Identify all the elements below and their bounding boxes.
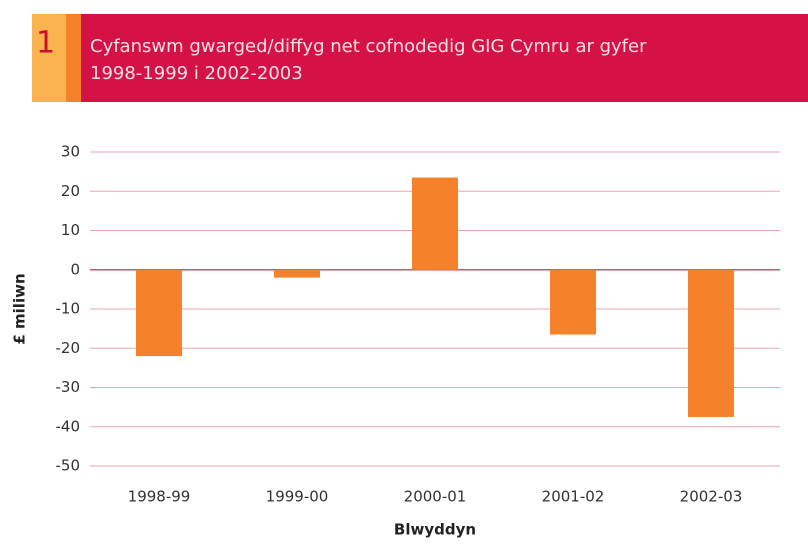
x-tick-label: 2000-01 <box>404 488 467 506</box>
y-tick-label: 20 <box>61 182 80 200</box>
x-axis-label: Blwyddyn <box>394 521 476 539</box>
bar <box>412 177 458 270</box>
chart-number: 1 <box>36 26 55 61</box>
chart-title: 1998-1999 i 2002-2003 <box>90 63 303 84</box>
bar <box>136 269 182 357</box>
bar <box>274 269 320 278</box>
y-tick-label: -50 <box>56 457 81 475</box>
x-tick-label: 2001-02 <box>542 488 605 506</box>
y-axis-label: £ miliwn <box>11 273 29 344</box>
y-tick-label: -20 <box>56 339 81 357</box>
y-tick-label: -10 <box>56 300 81 318</box>
header-stripe <box>66 14 81 102</box>
chart-title: Cyfanswm gwarged/diffyg net cofnodedig G… <box>90 36 647 57</box>
header-block <box>32 14 66 102</box>
bar <box>688 269 734 417</box>
x-tick-label: 1998-99 <box>128 488 191 506</box>
y-tick-label: -40 <box>56 417 81 435</box>
y-tick-label: 0 <box>70 260 80 278</box>
bar <box>550 269 596 335</box>
y-tick-label: 30 <box>61 143 80 161</box>
y-tick-label: 10 <box>61 221 80 239</box>
x-tick-label: 1999-00 <box>266 488 329 506</box>
header-banner <box>81 14 808 102</box>
x-tick-label: 2002-03 <box>680 488 743 506</box>
y-tick-label: -30 <box>56 378 81 396</box>
